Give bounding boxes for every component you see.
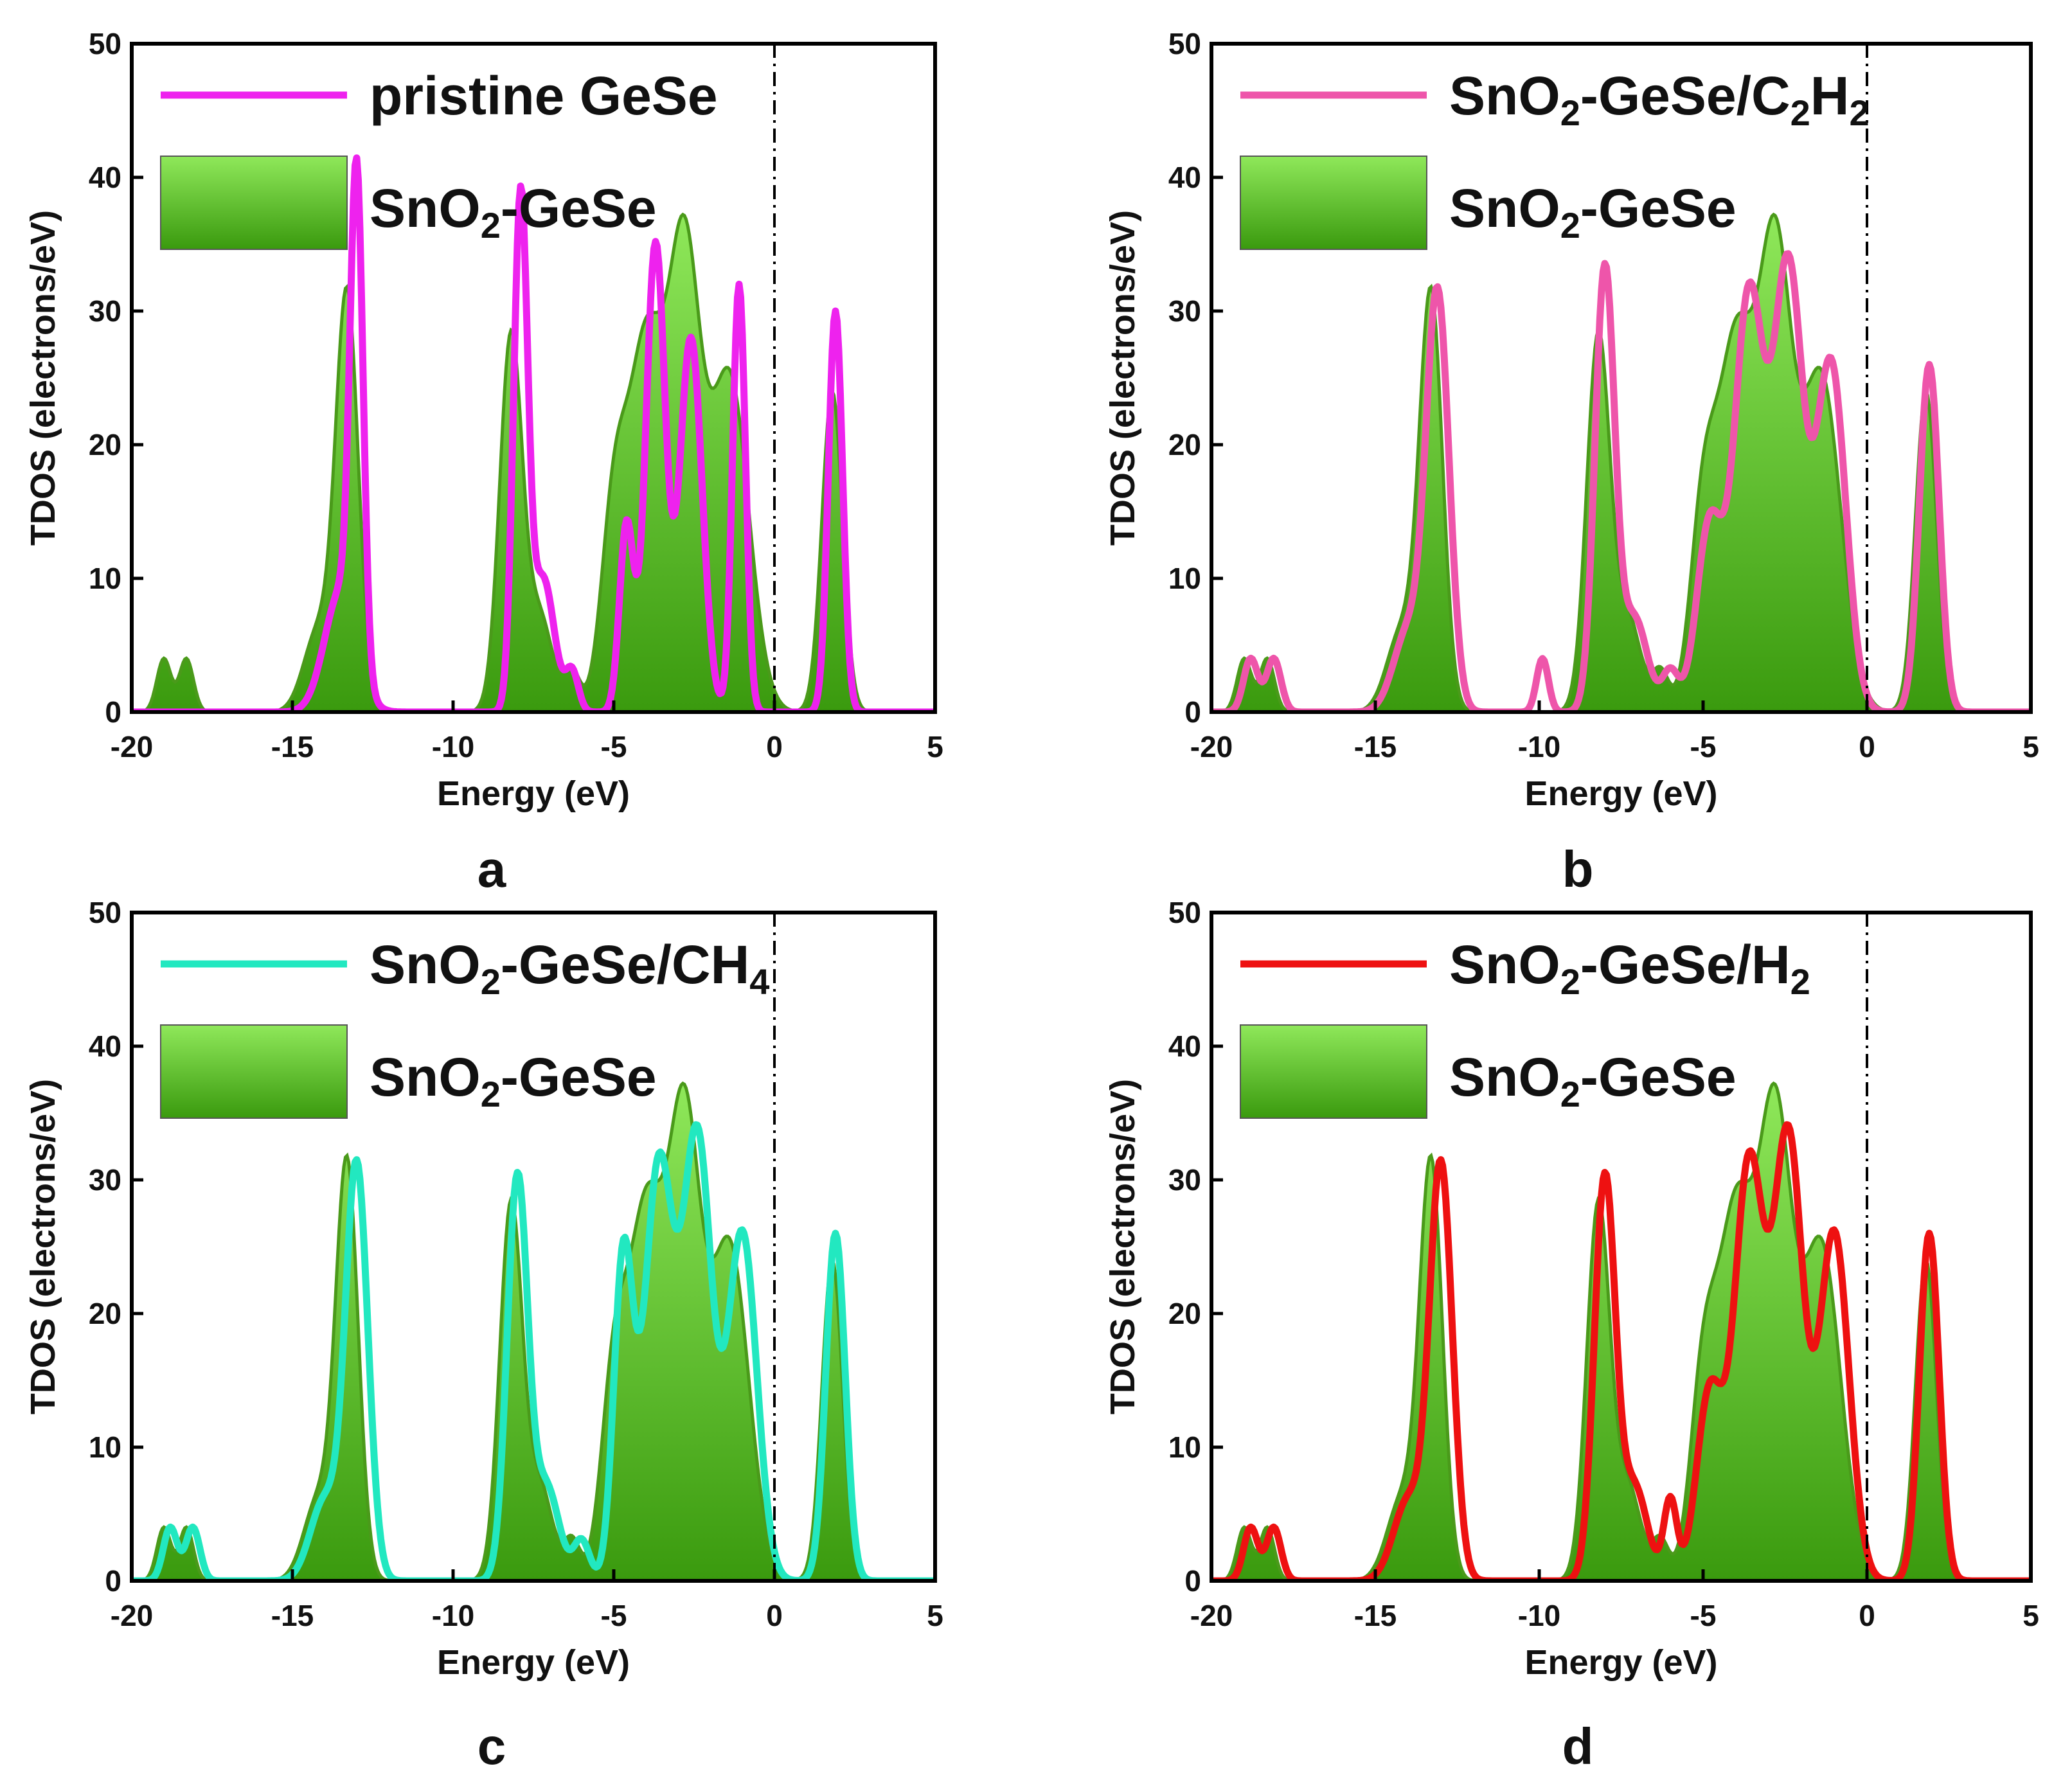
legend: pristine GeSe SnO2-GeSe	[160, 66, 718, 250]
y-tick-label: 50	[89, 27, 121, 60]
legend: SnO2-GeSe/H2 SnO2-GeSe	[1240, 934, 1810, 1119]
x-tick-label: -15	[1354, 730, 1397, 763]
legend: SnO2-GeSe/CH4 SnO2-GeSe	[160, 934, 769, 1119]
x-axis-title: Energy (eV)	[437, 774, 630, 813]
x-tick-label: -5	[601, 1599, 627, 1632]
axes-frame	[130, 42, 937, 714]
x-tick-label: -20	[111, 730, 153, 763]
x-tick-label: -10	[432, 730, 474, 763]
y-axis-title: TDOS (electrons/eV)	[1103, 210, 1142, 546]
y-tick-label: 10	[89, 562, 121, 595]
x-tick-label: 0	[766, 1599, 783, 1632]
x-tick-label: -15	[1354, 1599, 1397, 1632]
x-tick-label: -10	[432, 1599, 474, 1632]
legend: SnO2-GeSe/C2H2 SnO2-GeSe	[1240, 66, 1870, 250]
legend-label-fill: SnO2-GeSe	[370, 178, 657, 245]
series-line-a	[132, 154, 935, 712]
panel-letter: b	[1562, 841, 1594, 898]
y-axis-title: TDOS (electrons/eV)	[24, 210, 62, 546]
x-tick-label: 5	[2023, 1599, 2039, 1632]
y-tick-label: 20	[1168, 428, 1201, 461]
x-tick-label: 5	[2023, 730, 2039, 763]
plot-area	[1211, 1081, 2031, 1581]
panel-letter: c	[478, 1718, 506, 1775]
y-tick-label: 40	[1168, 161, 1201, 194]
axes-frame	[1210, 911, 2033, 1583]
y-tick-label: 0	[1184, 1564, 1201, 1598]
y-tick-label: 20	[1168, 1297, 1201, 1330]
plot-area	[132, 1081, 935, 1581]
y-axis-title: TDOS (electrons/eV)	[24, 1079, 62, 1414]
x-tick-label: 0	[766, 730, 783, 763]
x-tick-label: -20	[1190, 1599, 1233, 1632]
y-tick-label: 10	[89, 1430, 121, 1464]
legend-label-line: SnO2-GeSe/C2H2	[1449, 66, 1870, 133]
x-axis-title: Energy (eV)	[437, 1643, 630, 1682]
legend-label-fill: SnO2-GeSe	[1449, 178, 1737, 245]
series-area-snO2-gese	[1211, 212, 2031, 712]
panel-letter: d	[1562, 1718, 1594, 1775]
y-tick-label: 0	[105, 695, 121, 729]
y-tick-label: 50	[1168, 27, 1201, 60]
x-tick-label: -10	[1518, 1599, 1560, 1632]
legend-fill-swatch	[1240, 156, 1427, 250]
panel-letter: a	[478, 841, 506, 898]
legend-label-line: pristine GeSe	[370, 66, 718, 126]
x-tick-label: 5	[927, 730, 943, 763]
plot-area	[1211, 212, 2031, 712]
y-tick-label: 40	[89, 161, 121, 194]
y-tick-label: 20	[89, 1297, 121, 1330]
y-tick-label: 30	[89, 294, 121, 328]
y-tick-label: 0	[105, 1564, 121, 1598]
x-tick-label: 5	[927, 1599, 943, 1632]
legend-fill-swatch	[160, 156, 348, 250]
legend-label-line: SnO2-GeSe/H2	[1449, 934, 1810, 1002]
legend-fill-swatch	[160, 1024, 348, 1119]
axes-frame	[130, 911, 937, 1583]
y-tick-label: 50	[1168, 896, 1201, 929]
y-tick-label: 10	[1168, 562, 1201, 595]
x-tick-label: -5	[1690, 1599, 1717, 1632]
y-tick-label: 40	[1168, 1029, 1201, 1063]
y-tick-label: 30	[1168, 1163, 1201, 1197]
y-tick-label: 30	[89, 1163, 121, 1197]
y-tick-label: 40	[89, 1029, 121, 1063]
axes-frame	[1210, 42, 2033, 714]
y-axis-title: TDOS (electrons/eV)	[1103, 1079, 1142, 1414]
x-axis-title: Energy (eV)	[1524, 1643, 1717, 1682]
x-tick-label: -15	[271, 1599, 314, 1632]
legend-label-fill: SnO2-GeSe	[370, 1047, 657, 1114]
x-tick-label: -15	[271, 730, 314, 763]
y-tick-label: 30	[1168, 294, 1201, 328]
legend-label-fill: SnO2-GeSe	[1449, 1047, 1737, 1114]
y-tick-label: 20	[89, 428, 121, 461]
y-tick-label: 10	[1168, 1430, 1201, 1464]
x-tick-label: -5	[601, 730, 627, 763]
x-axis-title: Energy (eV)	[1524, 774, 1717, 813]
x-tick-label: -10	[1518, 730, 1560, 763]
x-tick-label: -20	[111, 1599, 153, 1632]
series-area-snO2-gese	[132, 1081, 935, 1581]
x-tick-label: 0	[1859, 1599, 1875, 1632]
y-tick-label: 50	[89, 896, 121, 929]
y-tick-label: 0	[1184, 695, 1201, 729]
legend-label-line: SnO2-GeSe/CH4	[370, 934, 769, 1002]
x-tick-label: -20	[1190, 730, 1233, 763]
x-tick-label: -5	[1690, 730, 1717, 763]
series-area-snO2-gese	[1211, 1081, 2031, 1581]
x-tick-label: 0	[1859, 730, 1875, 763]
legend-fill-swatch	[1240, 1024, 1427, 1119]
